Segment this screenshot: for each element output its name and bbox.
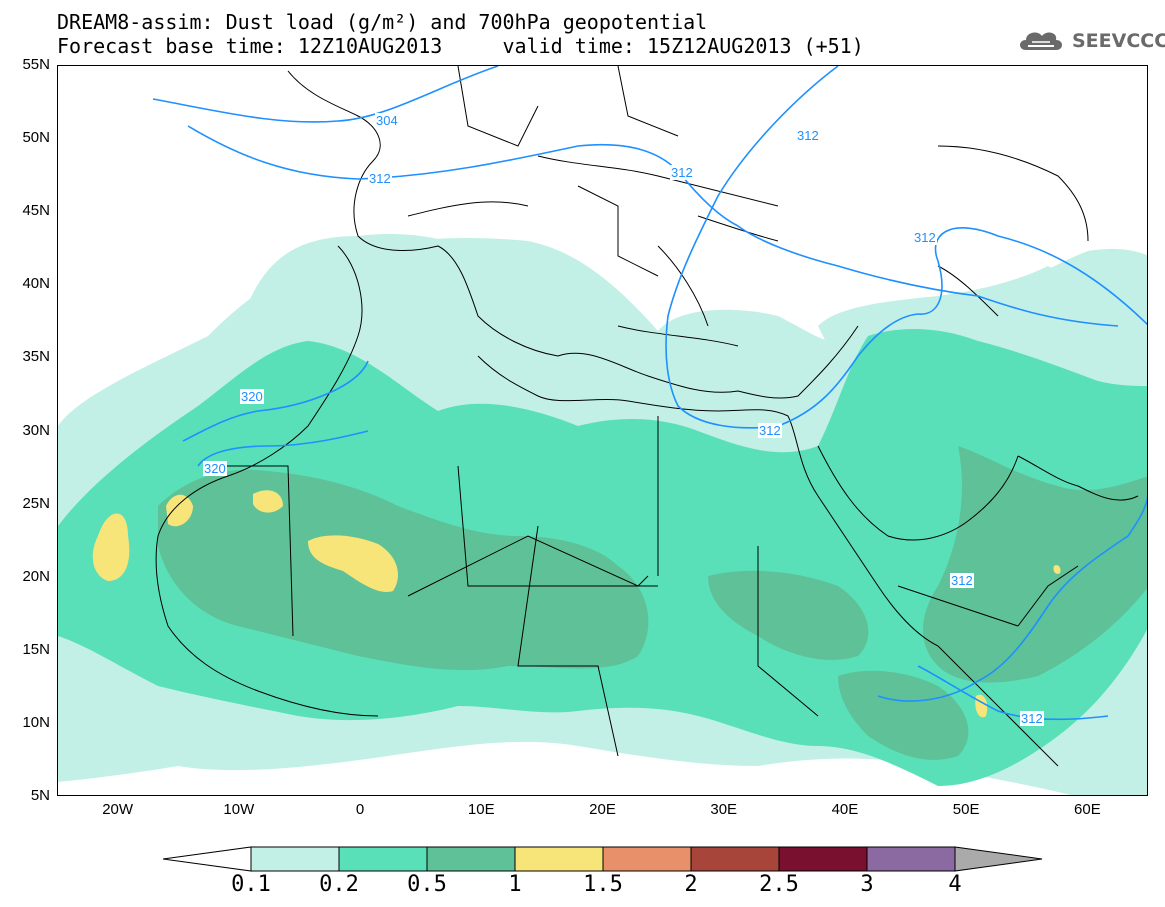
colorbar — [163, 846, 1043, 872]
colorbar-label: 4 — [948, 872, 962, 897]
dust-map: 304 312 312 312 312 320 320 312 312 312 — [57, 65, 1148, 796]
lat-label: 45N — [22, 202, 50, 220]
lon-label: 50E — [952, 801, 980, 818]
title-line-1: DREAM8-assim: Dust load (g/m²) and 700hP… — [57, 10, 708, 34]
dust-layer-1 — [92, 490, 1061, 718]
colorbar-label: 0.5 — [407, 872, 447, 897]
lat-label: 10N — [22, 713, 50, 731]
contour-label-312-g: 312 — [1020, 711, 1044, 726]
colorbar-segment — [602, 846, 692, 872]
lon-label: 40E — [831, 801, 859, 818]
lon-label: 60E — [1074, 801, 1101, 818]
lon-label: 30E — [710, 801, 738, 818]
lon-label: 10E — [467, 801, 495, 818]
contour-label-312-c: 312 — [796, 128, 820, 143]
lat-label: 30N — [22, 421, 50, 439]
map-svg — [58, 66, 1147, 795]
colorbar-label: 2.5 — [759, 872, 799, 897]
colorbar-label: 0.1 — [231, 872, 271, 897]
lon-label: 10W — [223, 801, 255, 818]
lat-label: 25N — [22, 494, 50, 512]
lat-label: 35N — [22, 348, 50, 366]
contour-label-312-d: 312 — [913, 230, 937, 245]
lat-label: 50N — [22, 129, 50, 147]
contour-label-304: 304 — [375, 113, 399, 128]
colorbar-label: 1 — [508, 872, 522, 897]
contour-label-320-b: 320 — [203, 461, 227, 476]
contour-label-312-f: 312 — [950, 573, 974, 588]
contour-label-312-b: 312 — [670, 165, 694, 180]
lat-label: 5N — [30, 787, 50, 804]
cloud-logo-icon — [1020, 32, 1062, 50]
colorbar-label: 3 — [860, 872, 874, 897]
lon-label: 0 — [355, 801, 365, 818]
contour-label-312-a: 312 — [368, 171, 392, 186]
colorbar-under-triangle — [163, 846, 252, 872]
coastlines — [155, 66, 1139, 767]
lat-label: 15N — [22, 640, 50, 658]
seevccc-logo: SEEVCCC — [1016, 26, 1165, 56]
colorbar-segment — [866, 846, 956, 872]
lat-label: 20N — [22, 567, 50, 585]
colorbar-segment — [338, 846, 428, 872]
contour-label-320-a: 320 — [240, 389, 264, 404]
colorbar-label: 2 — [684, 872, 698, 897]
colorbar-label: 1.5 — [583, 872, 623, 897]
geopotential-contours — [152, 66, 1147, 721]
colorbar-segment — [426, 846, 516, 872]
contour-label-312-e: 312 — [758, 423, 782, 438]
colorbar-segment — [250, 846, 340, 872]
colorbar-segment — [690, 846, 780, 872]
lat-label: 40N — [22, 275, 50, 293]
colorbar-segment — [514, 846, 604, 872]
logo-text: SEEVCCC — [1072, 30, 1165, 52]
colorbar-segment — [778, 846, 868, 872]
dust-layer-0.5 — [158, 446, 1147, 760]
lon-label: 20W — [102, 801, 134, 818]
colorbar-over-triangle — [954, 846, 1043, 872]
lon-label: 20E — [589, 801, 616, 818]
title-line-2: Forecast base time: 12Z10AUG2013 valid t… — [57, 34, 864, 58]
lat-label: 55N — [22, 56, 50, 73]
colorbar-label: 0.2 — [319, 872, 359, 897]
